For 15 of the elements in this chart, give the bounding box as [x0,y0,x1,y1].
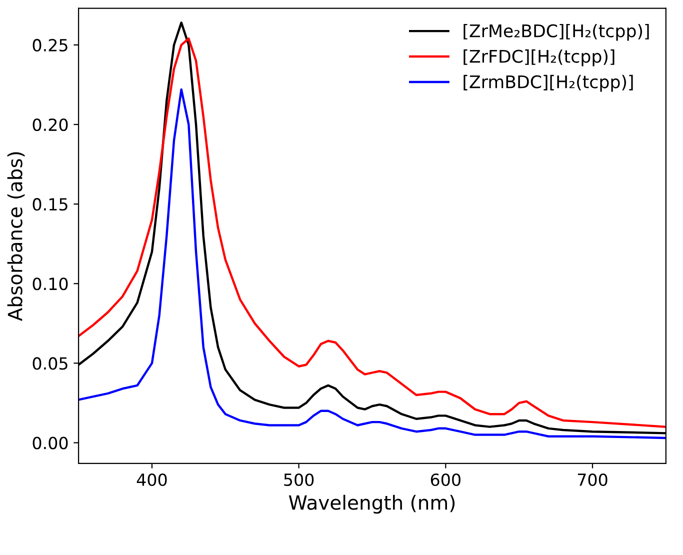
x-tick-label: 600 [430,473,460,486]
y-tick-label: 0.15 [32,198,68,211]
y-tick-label: 0.05 [32,357,68,370]
x-tick-label: 700 [578,473,608,486]
x-tick-label: 400 [136,473,167,486]
legend-label: [ZrMe₂BDC][H₂(tcpp)] [464,24,649,41]
legend-label: [ZrFDC][H₂(tcpp)] [464,49,614,66]
y-tick-label: 0.00 [32,436,68,450]
x-tick-label: 500 [284,473,314,486]
x-axis-title: Wavelength (nm) [288,494,455,514]
y-tick-label: 0.25 [32,38,68,52]
y-axis-title: Absorbance (abs) [7,152,25,322]
y-tick-label: 0.20 [32,118,68,132]
y-tick-label: 0.10 [32,278,68,290]
legend-label: [ZrmBDC][H₂(tcpp)] [464,74,633,92]
